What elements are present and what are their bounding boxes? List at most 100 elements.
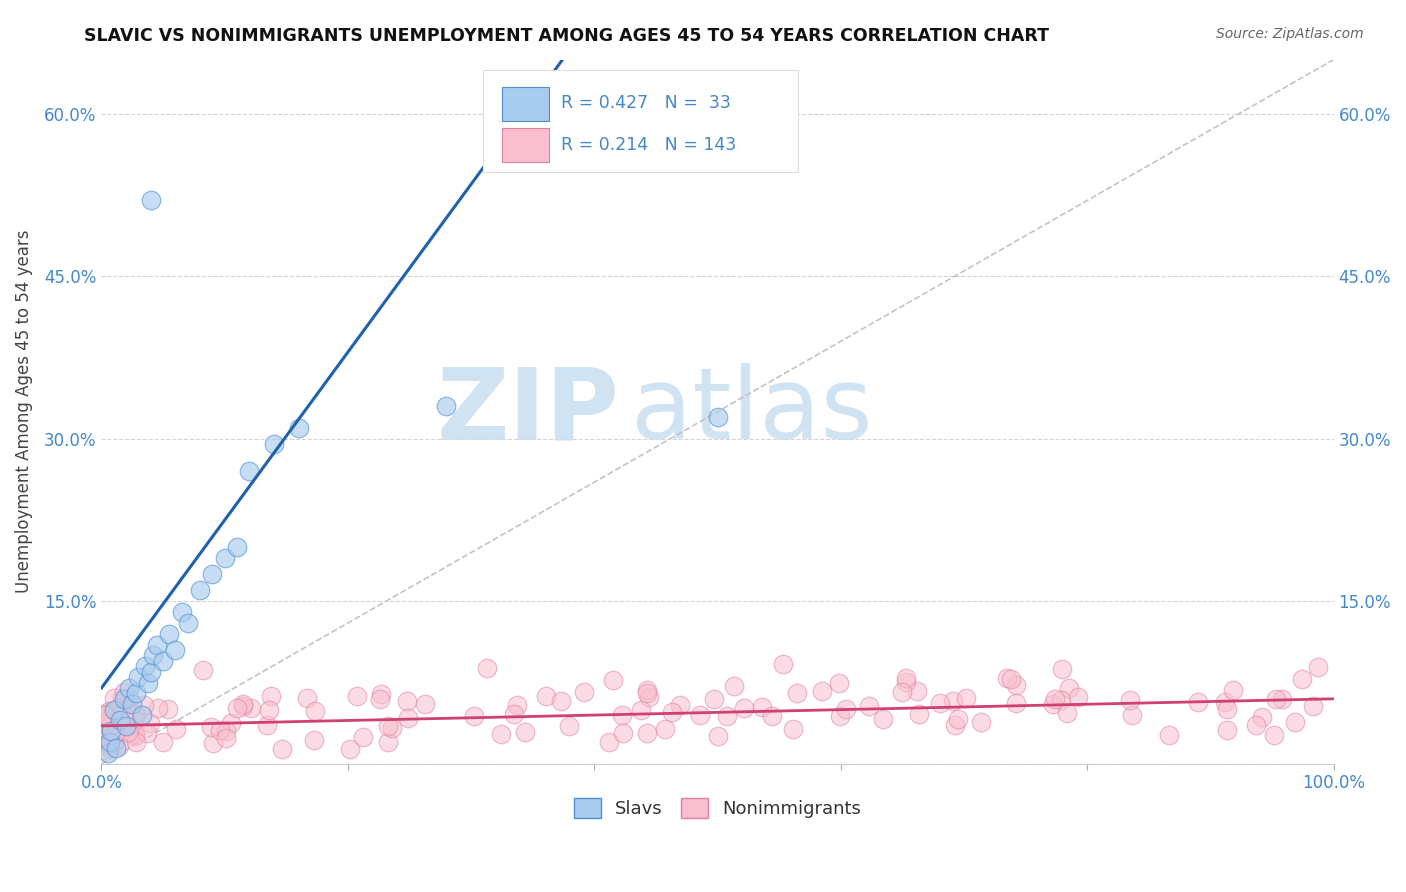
Point [370,688,392,702]
Point [894,671,917,685]
Point [636,686,658,700]
Point [225,700,247,714]
Point [907,707,929,722]
Point [733,701,755,715]
Point [156,702,179,716]
Point [148,700,170,714]
Point [152,654,174,668]
Y-axis label: Unemployment Among Ages 45 to 54 years: Unemployment Among Ages 45 to 54 years [15,230,32,593]
Point [1263,728,1285,742]
Point [259,703,281,717]
Point [654,722,676,736]
Point [200,720,222,734]
Point [638,690,661,705]
Point [463,709,485,723]
Point [177,615,200,630]
Point [503,706,526,721]
Point [377,719,399,733]
Point [1056,706,1078,721]
Point [93,709,115,723]
Point [1306,659,1329,673]
Point [858,698,880,713]
Point [215,723,238,738]
Point [1005,678,1028,692]
Point [295,690,318,705]
Point [134,659,156,673]
Point [201,567,224,582]
Text: R = 0.214   N = 143: R = 0.214 N = 143 [561,136,737,153]
Point [636,683,658,698]
Point [193,664,215,678]
Text: Source: ZipAtlas.com: Source: ZipAtlas.com [1216,27,1364,41]
Point [572,685,595,699]
Point [103,691,125,706]
Point [139,665,162,679]
Point [955,691,977,706]
Point [117,681,139,695]
Point [136,726,159,740]
Point [104,734,127,748]
Point [108,739,131,754]
Point [1265,691,1288,706]
Point [894,675,917,690]
Point [1216,723,1239,738]
Point [226,540,249,554]
Point [152,735,174,749]
Point [238,464,260,478]
Point [339,741,361,756]
Point [436,399,458,413]
Point [1052,662,1074,676]
Point [97,737,120,751]
Point [782,723,804,737]
Text: ZIP: ZIP [436,363,619,460]
Point [232,697,254,711]
Point [513,725,536,739]
Text: atlas: atlas [631,363,873,460]
Point [630,702,652,716]
Point [1067,690,1090,705]
Point [131,708,153,723]
Point [1284,715,1306,730]
Point [263,437,285,451]
Point [942,694,965,708]
Text: R = 0.427   N =  33: R = 0.427 N = 33 [561,95,731,112]
Point [93,706,115,721]
Legend: Slavs, Nonimmigrants: Slavs, Nonimmigrants [567,791,869,825]
Point [703,691,725,706]
Point [98,741,121,756]
Point [1043,691,1066,706]
Point [302,732,325,747]
Point [970,714,993,729]
Point [304,704,326,718]
Point [97,746,120,760]
Point [139,194,162,208]
Point [139,715,162,730]
Point [117,725,139,739]
Point [505,698,527,712]
Point [98,735,121,749]
Point [707,729,730,743]
Point [125,735,148,749]
Point [219,716,242,731]
Point [136,675,159,690]
Point [91,712,114,726]
Point [395,694,418,708]
Point [201,736,224,750]
Point [689,708,711,723]
Point [165,723,187,737]
Point [103,728,125,742]
FancyBboxPatch shape [484,70,797,172]
Point [260,689,283,703]
Point [948,712,970,726]
Point [1222,683,1244,698]
Point [1187,695,1209,709]
Point [368,692,391,706]
Point [97,704,120,718]
Point [489,727,512,741]
Point [772,657,794,672]
Bar [502,87,548,121]
Point [142,648,165,663]
Point [550,694,572,708]
Point [124,706,146,720]
Point [1042,697,1064,711]
